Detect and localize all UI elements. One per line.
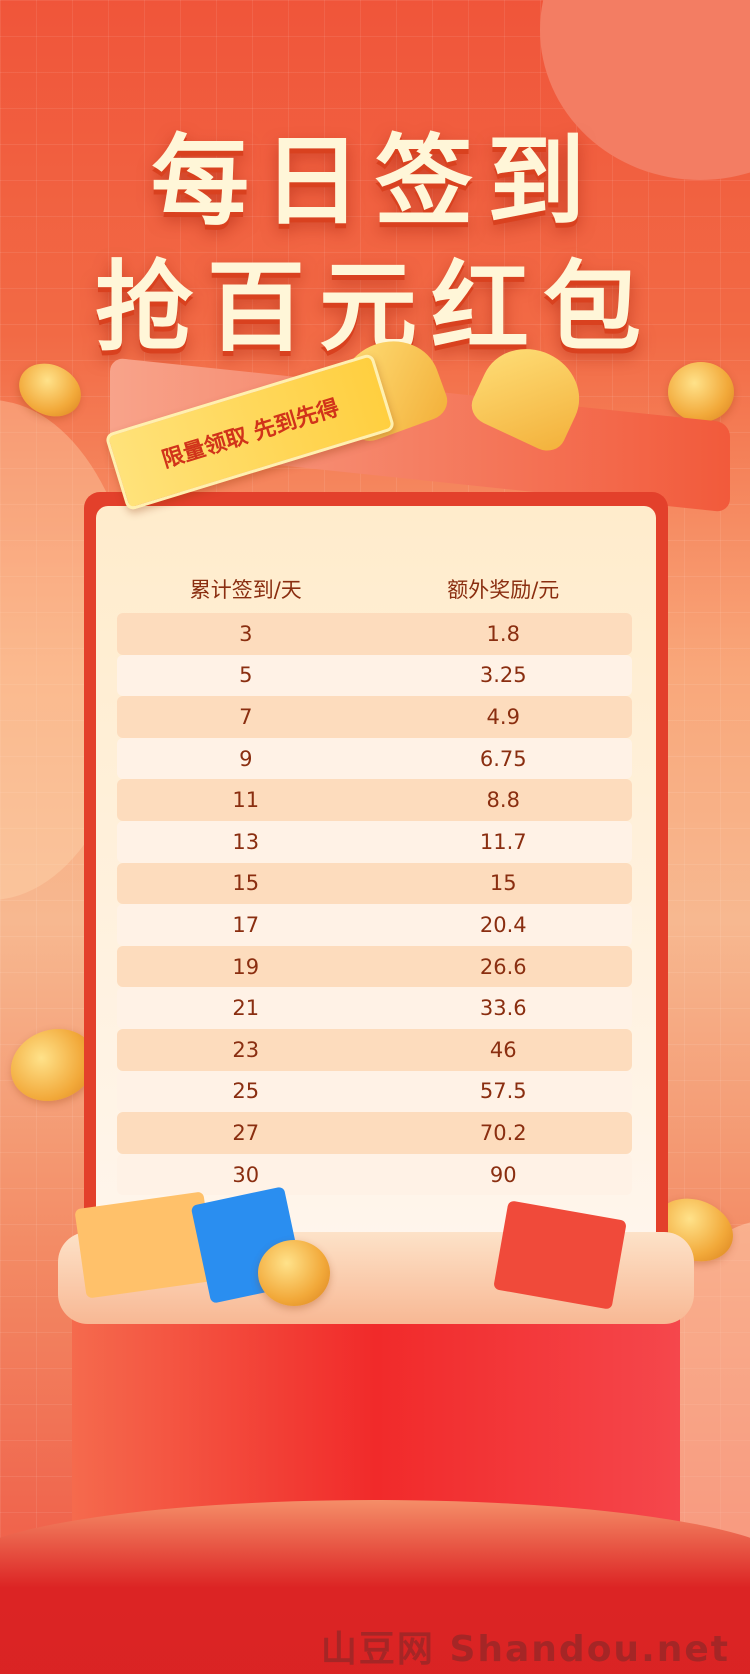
- cell-days: 17: [232, 912, 260, 937]
- cell-days: 21: [232, 996, 260, 1021]
- title-line-2: 抢百元红包: [94, 251, 655, 365]
- cell-reward: 70.2: [479, 1120, 527, 1145]
- cell-days: 11: [232, 788, 260, 813]
- cell-reward: 46: [489, 1037, 517, 1062]
- cell-days: 15: [232, 871, 260, 896]
- ground-wave: [0, 1500, 750, 1674]
- header-days: 累计签到/天: [189, 578, 302, 602]
- cell-reward: 11.7: [479, 829, 527, 854]
- cell-days: 27: [232, 1120, 260, 1145]
- table-row: 27 70.2: [117, 1112, 632, 1154]
- cell-days: 5: [239, 663, 253, 688]
- table-row: 25 57.5: [117, 1070, 632, 1113]
- cell-reward: 3.25: [479, 663, 527, 688]
- table-row: 3 1.8: [117, 613, 632, 655]
- cell-reward: 1.8: [486, 621, 520, 646]
- table-row: 13 11.7: [117, 820, 632, 863]
- table-row: 7 4.9: [117, 696, 632, 738]
- table-row: 30 90: [117, 1153, 632, 1196]
- cell-days: 13: [232, 829, 260, 854]
- table-row: 21 33.6: [117, 987, 632, 1029]
- cell-days: 25: [232, 1079, 260, 1104]
- coin-icon: [668, 362, 734, 422]
- cell-days: 3: [239, 621, 253, 646]
- table-row: 23 46: [117, 1028, 632, 1071]
- table-row: 19 26.6: [117, 945, 632, 988]
- table-header: 累计签到/天 额外奖励/元: [117, 574, 632, 604]
- title-line-1: 每日签到: [150, 125, 599, 239]
- cell-reward: 20.4: [479, 912, 527, 937]
- table-row: 17 20.4: [117, 904, 632, 946]
- header-reward: 额外奖励/元: [447, 578, 560, 602]
- cell-reward: 90: [489, 1162, 517, 1187]
- cell-days: 7: [239, 704, 253, 729]
- cell-reward: 4.9: [486, 704, 520, 729]
- table-row: 5 3.25: [117, 654, 632, 697]
- cell-reward: 8.8: [486, 788, 520, 813]
- cell-reward: 6.75: [479, 746, 527, 771]
- cell-reward: 26.6: [479, 954, 527, 979]
- coin-icon: [258, 1240, 330, 1306]
- table-row: 11 8.8: [117, 779, 632, 821]
- cell-days: 19: [232, 954, 260, 979]
- table-row: 9 6.75: [117, 737, 632, 780]
- cell-days: 9: [239, 746, 253, 771]
- reward-table: 3 1.8 5 3.25 7 4.9 9 6.75 11 8.8 13 11.7 15 15 17 20.4 1…: [117, 613, 632, 1196]
- cell-reward: 33.6: [479, 996, 527, 1021]
- cell-days: 23: [232, 1037, 260, 1062]
- watermark: 山豆网 Shandou.net: [320, 1629, 730, 1670]
- table-row: 15 15: [117, 862, 632, 905]
- cell-reward: 15: [489, 871, 517, 896]
- cell-days: 30: [232, 1162, 260, 1187]
- cell-reward: 57.5: [479, 1079, 527, 1104]
